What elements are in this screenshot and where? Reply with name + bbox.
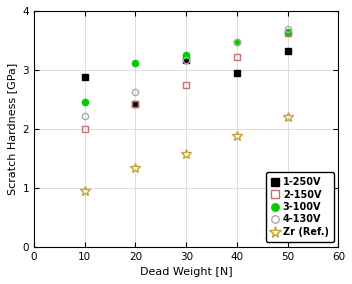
3-100V — [184, 53, 188, 57]
Zr (Ref.) — [83, 189, 87, 192]
4-130V — [285, 27, 290, 30]
4-130V — [184, 58, 188, 62]
Zr (Ref.) — [285, 115, 290, 119]
X-axis label: Dead Weight [N]: Dead Weight [N] — [140, 267, 233, 277]
1-250V — [184, 58, 188, 62]
4-130V — [83, 114, 87, 118]
3-100V — [235, 40, 239, 44]
3-100V — [133, 61, 138, 64]
Line: Zr (Ref.): Zr (Ref.) — [80, 112, 293, 195]
2-150V — [133, 102, 138, 106]
1-250V — [235, 71, 239, 74]
1-250V — [133, 102, 138, 106]
3-100V — [285, 30, 290, 33]
Line: 2-150V: 2-150V — [82, 30, 291, 133]
2-150V — [285, 32, 290, 35]
3-100V — [83, 101, 87, 104]
Zr (Ref.) — [235, 134, 239, 137]
Line: 3-100V: 3-100V — [82, 28, 291, 105]
2-150V — [184, 83, 188, 87]
Zr (Ref.) — [133, 166, 138, 169]
Legend: 1-250V, 2-150V, 3-100V, 4-130V, Zr (Ref.): 1-250V, 2-150V, 3-100V, 4-130V, Zr (Ref.… — [266, 172, 334, 242]
Line: 1-250V: 1-250V — [82, 48, 291, 107]
1-250V — [83, 75, 87, 79]
Zr (Ref.) — [184, 152, 188, 155]
2-150V — [235, 55, 239, 59]
2-150V — [83, 128, 87, 131]
Line: 4-130V: 4-130V — [82, 26, 291, 119]
4-130V — [133, 90, 138, 93]
Y-axis label: Scratch Hardness [GPa]: Scratch Hardness [GPa] — [7, 63, 17, 195]
4-130V — [235, 40, 239, 44]
1-250V — [285, 49, 290, 53]
